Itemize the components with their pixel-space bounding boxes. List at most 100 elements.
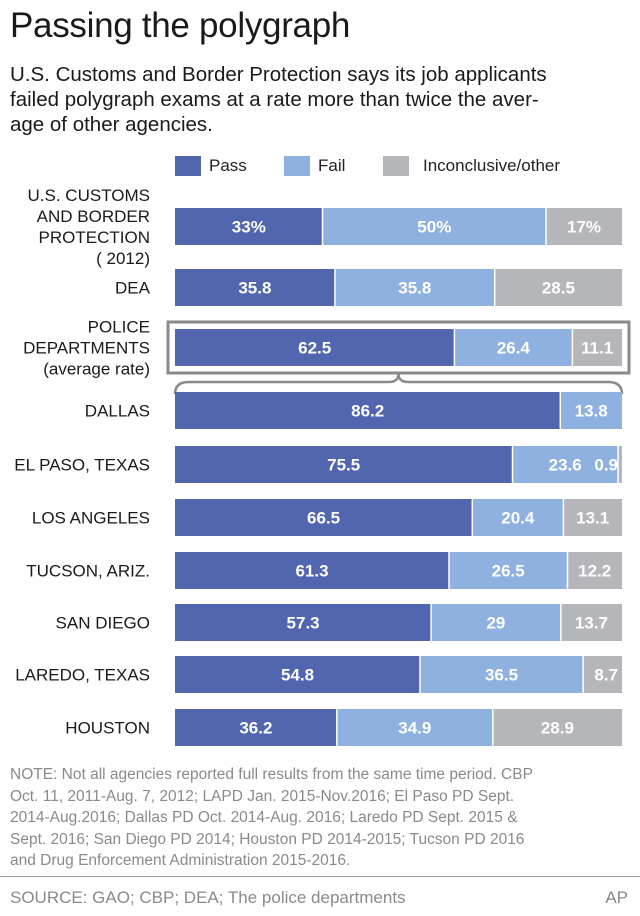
bar-segment-fail [454,329,573,366]
category-label: LAREDO, TEXAS [15,666,150,685]
legend-swatch-other [383,156,409,176]
legend-label-pass: Pass [209,156,247,175]
bar-segment-pass [175,269,335,306]
category-label: HOUSTON [65,719,150,738]
category-label: SAN DIEGO [56,614,150,633]
bar-segment-fail [472,499,564,536]
category-label: (average rate) [43,360,150,379]
footer-divider [0,876,640,877]
data-label: 8.7 [594,666,618,685]
bar-row: 62.5 26.4 11.1 [175,329,622,366]
chart-subtitle: U.S. Customs and Border Protection says … [10,62,620,137]
bar-row: 54.8 36.5 8.7 [175,656,622,693]
bar-segment-other [583,656,622,693]
bar-segment-other [560,604,622,641]
subtitle-line: age of other agencies. [10,113,213,136]
data-label: 36.2 [239,719,272,738]
bar-segment-other [618,446,622,483]
data-label: 12.2 [578,562,611,581]
data-label: 50% [417,218,451,237]
bar-segment-fail [322,208,546,245]
data-label: 54.8 [281,666,314,685]
data-label: 28.9 [541,719,574,738]
legend-swatch-pass [175,156,201,176]
bar-segment-fail [512,446,618,483]
data-label: 66.5 [307,509,340,528]
category-label: ( 2012) [96,249,150,268]
bar-segment-other [494,269,622,306]
bar-segment-fail [334,269,495,306]
bar-segment-other [563,499,622,536]
bar-segment-fail [560,392,622,429]
category-label: TUCSON, ARIZ. [26,562,150,581]
data-label: 17% [567,218,601,237]
legend-swatch-fail [284,156,310,176]
bar-row: 57.3 29 13.7 [175,604,622,641]
data-label: 61.3 [295,562,328,581]
data-label: 36.5 [485,666,518,685]
data-label: 34.9 [398,719,431,738]
bar-segment-pass [175,656,420,693]
bar-row: 35.8 35.8 28.5 [175,269,622,306]
bar-row: 75.5 23.6 0.9 [175,446,622,483]
data-label: 57.3 [287,614,320,633]
grouping-brace [173,373,624,395]
note-line: and Drug Enforcement Administration 2015… [10,852,351,869]
data-label: 75.5 [327,456,360,475]
chart-title: Passing the polygraph [10,6,351,45]
data-label: 62.5 [298,339,331,358]
data-label: 33% [232,218,266,237]
bar-segment-fail [449,552,568,589]
data-label: 11.1 [581,339,613,358]
data-label: 29 [486,614,505,633]
bar-segment-pass [175,604,432,641]
data-label: 20.4 [501,509,535,528]
data-label: 86.2 [351,402,384,421]
bar-row: 33% 50% 17% [175,208,622,245]
source-line: SOURCE: GAO; CBP; DEA; The police depart… [10,888,406,907]
category-label: PROTECTION [39,228,150,247]
bar-segment-pass [175,446,513,483]
bar-segment-pass [175,208,323,245]
bar-segment-pass [175,392,561,429]
bar-segment-pass [175,552,449,589]
bar-segment-fail [336,709,493,746]
bar-row: 86.2 13.8 [175,392,622,429]
subtitle-line: failed polygraph exams at a rate more th… [10,88,539,111]
category-label: DEPARTMENTS [23,339,150,358]
data-label: 26.4 [497,339,531,358]
data-label: 23.6 [549,456,582,475]
note-line: Oct. 11, 2011-Aug. 7, 2012; LAPD Jan. 20… [10,787,515,805]
data-label: 0.9 [594,456,618,475]
note-line: NOTE: Not all agencies reported full res… [10,766,533,783]
bar-segment-fail [420,656,584,693]
note: NOTE: Not all agencies reported full res… [10,764,630,872]
category-label: DEA [115,279,151,298]
data-label: 26.5 [492,562,525,581]
data-label: 35.8 [238,279,271,298]
stacked-bar-chart: 33% 50% 17% U.S. CUSTOMS AND BORDER PROTECTIO… [14,186,631,746]
highlight-box [166,320,631,375]
bar-segment-other [567,552,622,589]
category-label: DALLAS [85,402,150,421]
note-line: 2014-Aug.2016; Dallas PD Oct. 2014-Aug. … [10,809,518,826]
category-label: LOS ANGELES [32,509,150,528]
subtitle-line: U.S. Customs and Border Protection says … [10,63,547,86]
data-label: 28.5 [542,279,575,298]
bar-segment-other [546,208,622,245]
category-label: AND BORDER [37,207,150,226]
data-label: 35.8 [398,279,431,298]
bar-row: 61.3 26.5 12.2 [175,552,622,589]
category-label: EL PASO, TEXAS [14,456,150,475]
bar-row: 66.5 20.4 13.1 [175,499,622,536]
bar-segment-fail [431,604,561,641]
legend-label-other: Inconclusive/other [423,156,561,175]
credit-logo-text: AP [605,888,628,907]
bar-segment-other [492,709,622,746]
note-line: Sept. 2016; San Diego PD 2014; Houston P… [10,830,525,848]
bar-segment-other [572,329,622,366]
data-label: 13.1 [576,509,609,528]
data-label: 13.7 [575,614,608,633]
bar-row: 36.2 34.9 28.9 [175,709,622,746]
data-label: 13.8 [575,402,608,421]
